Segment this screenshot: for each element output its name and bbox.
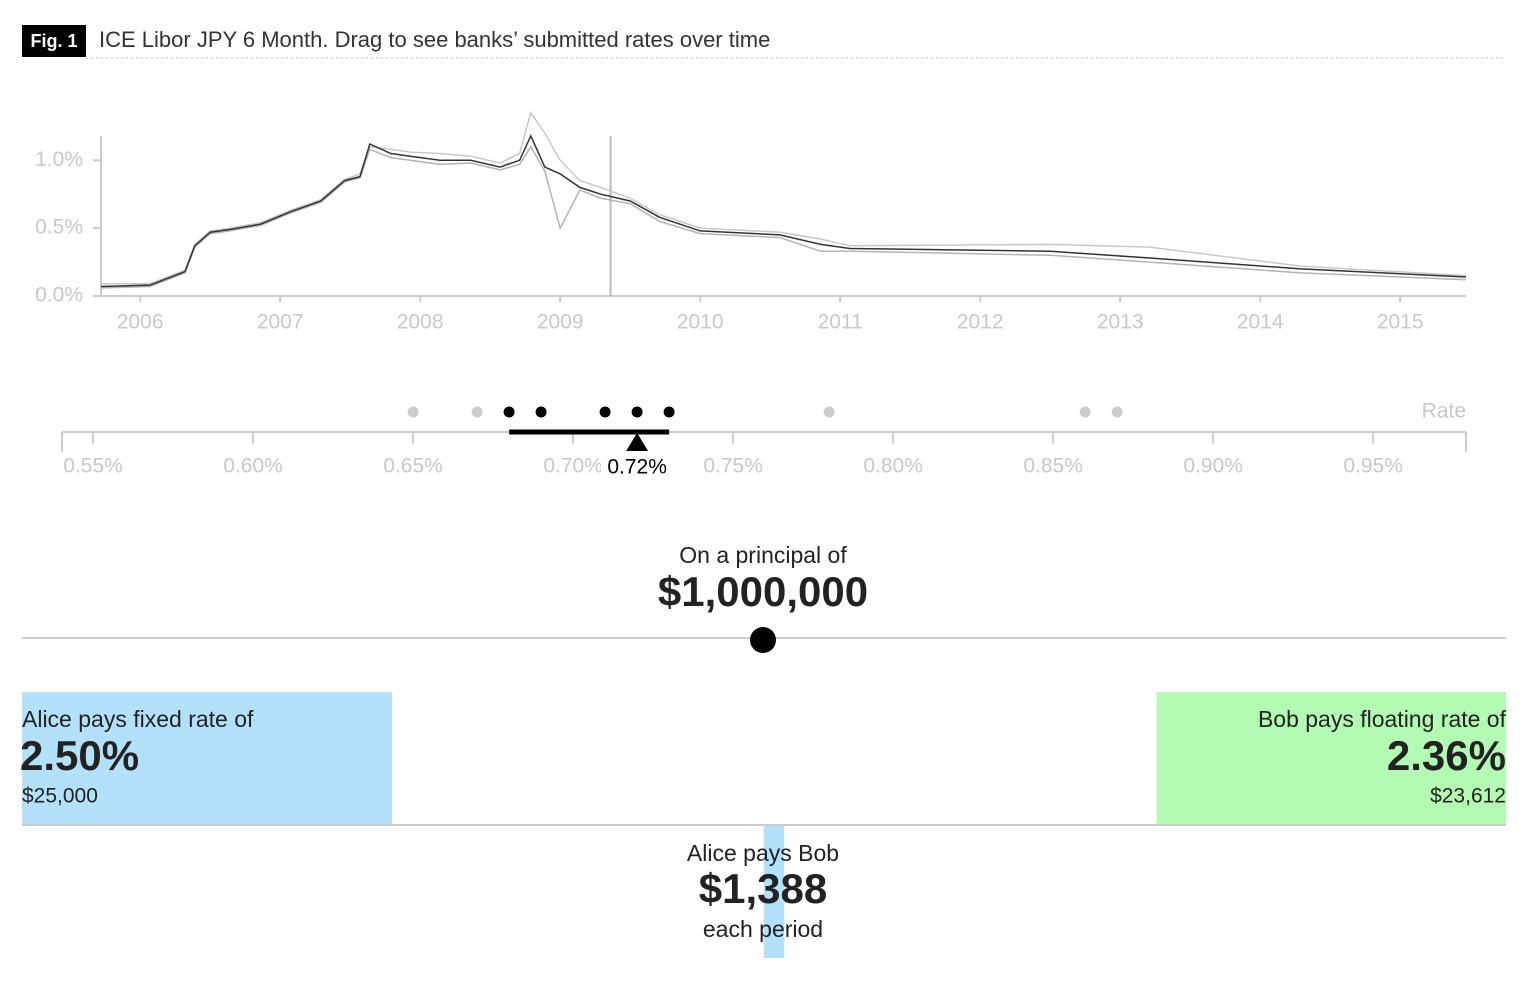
alice-rate: 2.50%: [20, 732, 139, 779]
x-tick-label: 2013: [1097, 311, 1144, 334]
y-tick-label: 0.5%: [35, 216, 83, 239]
x-tick-label: 0.55%: [63, 455, 123, 478]
y-tick-label: 1.0%: [35, 148, 83, 171]
rate-line: [101, 111, 1467, 285]
principal-amount: $1,000,000: [658, 568, 868, 615]
bob-caption: Bob pays floating rate of: [1258, 706, 1507, 732]
net-payment: $1,388: [699, 865, 827, 912]
rate-line: [100, 134, 1467, 288]
bank-rate-dot: [471, 406, 483, 418]
x-tick-label: 0.70%: [543, 455, 603, 478]
alice-caption: Alice pays fixed rate of: [22, 706, 254, 732]
bank-rate-dot: [1079, 406, 1091, 418]
fixing-label: 0.72%: [607, 456, 667, 479]
x-tick-label: 2012: [957, 311, 1004, 334]
x-tick-label: 0.65%: [383, 455, 443, 478]
x-tick-label: 2008: [397, 311, 444, 334]
bank-rate-dot: [599, 406, 611, 418]
fig-label: Fig. 1: [30, 31, 77, 51]
x-tick-label: 0.85%: [1023, 455, 1083, 478]
x-tick-label: 0.90%: [1183, 455, 1243, 478]
x-axis-label: Rate: [1422, 400, 1466, 423]
x-tick-label: 0.60%: [223, 455, 283, 478]
fig-badge: [22, 25, 86, 57]
bob-box: [1156, 692, 1506, 824]
x-tick-label: 2014: [1237, 311, 1284, 334]
alice-box: [22, 692, 392, 824]
bank-rate-dot: [503, 406, 515, 418]
principal-handle[interactable]: [750, 627, 776, 653]
net-caption: Alice pays Bob: [687, 840, 839, 866]
bank-rate-dot: [823, 406, 835, 418]
net-note: each period: [703, 916, 823, 942]
rate-line: [100, 145, 1467, 289]
bank-rate-dot: [407, 406, 419, 418]
net-bar: [763, 826, 785, 958]
x-tick-label: 2010: [677, 311, 724, 334]
x-tick-label: 2009: [537, 311, 584, 334]
bank-rate-dot: [631, 406, 643, 418]
bob-rate: 2.36%: [1387, 732, 1506, 779]
bank-rate-dot: [535, 406, 547, 418]
x-tick-label: 0.95%: [1343, 455, 1403, 478]
principal-caption: On a principal of: [679, 542, 847, 568]
bank-rate-dot: [1111, 406, 1123, 418]
y-tick-label: 0.0%: [35, 284, 83, 307]
marker-label-bg: [601, 456, 674, 480]
x-tick-label: 0.80%: [863, 455, 923, 478]
x-tick-label: 2011: [818, 311, 863, 334]
bank-rate-dot: [663, 406, 675, 418]
x-tick-label: 2006: [117, 311, 164, 334]
bob-payment: $23,612: [1430, 785, 1506, 808]
fig-title: ICE Libor JPY 6 Month. Drag to see banks…: [99, 27, 770, 52]
x-tick-label: 2015: [1377, 311, 1424, 334]
alice-payment: $25,000: [22, 785, 98, 808]
x-tick-label: 0.75%: [703, 455, 763, 478]
x-tick-label: 2007: [257, 311, 304, 334]
fixing-marker[interactable]: [626, 433, 649, 451]
